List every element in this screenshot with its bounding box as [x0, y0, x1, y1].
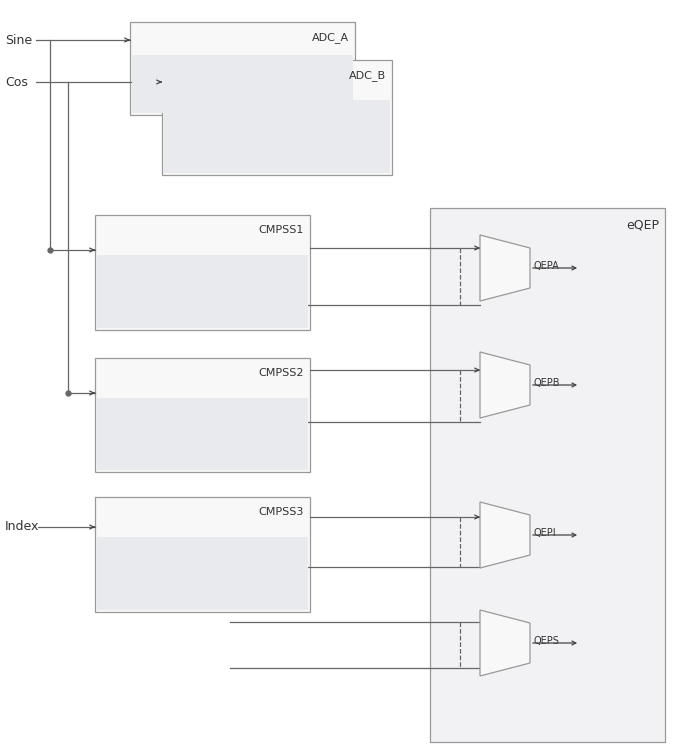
Text: 16:1: 16:1	[486, 265, 506, 274]
Text: 16:1: 16:1	[486, 532, 506, 541]
Bar	[95, 215, 310, 330]
Text: eQEP: eQEP	[626, 218, 659, 231]
Bar	[95, 497, 310, 612]
Bar	[130, 22, 355, 115]
Text: ADC_A: ADC_A	[312, 32, 349, 43]
Text: 16:1: 16:1	[486, 383, 506, 392]
Polygon shape	[480, 502, 530, 568]
Text: 16:1: 16:1	[486, 641, 506, 650]
Text: CMPSS1: CMPSS1	[258, 225, 304, 235]
Polygon shape	[480, 610, 530, 676]
Bar	[97, 398, 308, 470]
Bar	[430, 208, 665, 742]
Polygon shape	[480, 235, 530, 301]
Text: ADC_B: ADC_B	[349, 70, 386, 81]
Text: CMPSS2: CMPSS2	[258, 368, 304, 378]
Text: CMPSS3: CMPSS3	[258, 507, 304, 517]
Text: QEPI: QEPI	[534, 528, 557, 538]
Bar	[97, 255, 308, 328]
Text: QEPS: QEPS	[534, 636, 560, 646]
Text: QEPB: QEPB	[534, 378, 560, 388]
Bar	[95, 358, 310, 472]
Polygon shape	[480, 352, 530, 418]
Text: Sine: Sine	[5, 34, 32, 47]
Bar	[164, 100, 390, 173]
Text: Index: Index	[5, 520, 39, 533]
Text: QEPA: QEPA	[534, 261, 559, 271]
Bar	[132, 55, 353, 113]
Bar	[162, 60, 392, 175]
Bar	[97, 537, 308, 610]
Text: Cos: Cos	[5, 75, 28, 89]
